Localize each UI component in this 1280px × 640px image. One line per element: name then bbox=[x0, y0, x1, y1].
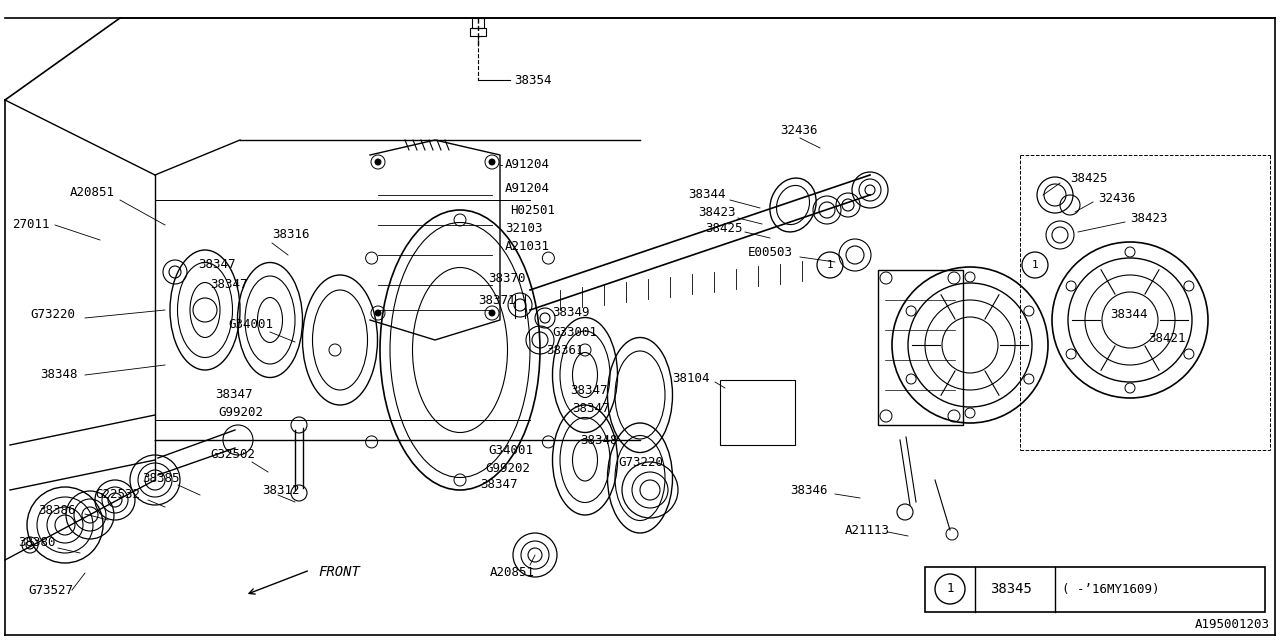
Text: 38370: 38370 bbox=[488, 271, 526, 285]
Text: 38348: 38348 bbox=[580, 433, 617, 447]
Text: A20851: A20851 bbox=[490, 566, 535, 579]
Bar bbox=[925, 567, 1265, 612]
Text: 38425: 38425 bbox=[705, 221, 742, 234]
Text: E00503: E00503 bbox=[748, 246, 794, 259]
Text: 38345: 38345 bbox=[989, 582, 1032, 596]
Text: G99202: G99202 bbox=[218, 406, 262, 419]
Bar bbox=[472, 18, 484, 28]
Circle shape bbox=[375, 310, 381, 316]
Text: 38425: 38425 bbox=[1070, 172, 1107, 184]
Text: G73220: G73220 bbox=[29, 308, 76, 321]
Text: G34001: G34001 bbox=[228, 319, 273, 332]
Text: 38347: 38347 bbox=[198, 259, 236, 271]
Text: 38346: 38346 bbox=[790, 483, 827, 497]
Text: 38386: 38386 bbox=[38, 504, 76, 516]
Text: 38349: 38349 bbox=[552, 305, 590, 319]
Text: G99202: G99202 bbox=[485, 461, 530, 474]
Text: 38312: 38312 bbox=[262, 483, 300, 497]
Text: FRONT: FRONT bbox=[317, 565, 360, 579]
Text: A195001203: A195001203 bbox=[1196, 618, 1270, 630]
Text: 38347: 38347 bbox=[480, 479, 517, 492]
Text: G32502: G32502 bbox=[210, 449, 255, 461]
Text: H02501: H02501 bbox=[509, 204, 556, 216]
Text: G22532: G22532 bbox=[95, 488, 140, 502]
Text: G73527: G73527 bbox=[28, 584, 73, 596]
Bar bbox=[470, 28, 486, 36]
Text: 38371: 38371 bbox=[477, 294, 516, 307]
Text: 1: 1 bbox=[946, 582, 954, 595]
Bar bbox=[719, 380, 795, 445]
Text: 38344: 38344 bbox=[1110, 308, 1147, 321]
Text: 32436: 32436 bbox=[780, 124, 818, 136]
Circle shape bbox=[489, 159, 495, 165]
Text: 38348: 38348 bbox=[40, 369, 78, 381]
Text: ( -’16MY1609): ( -’16MY1609) bbox=[1062, 582, 1160, 595]
Text: 1: 1 bbox=[827, 260, 833, 270]
Text: 38423: 38423 bbox=[1130, 211, 1167, 225]
Circle shape bbox=[375, 159, 381, 165]
Text: 38347: 38347 bbox=[210, 278, 247, 291]
Text: 38347: 38347 bbox=[572, 401, 609, 415]
Text: 27011: 27011 bbox=[12, 218, 50, 232]
Text: 32103: 32103 bbox=[506, 221, 543, 234]
Text: 38421: 38421 bbox=[1148, 332, 1185, 344]
Text: A91204: A91204 bbox=[506, 159, 550, 172]
Bar bbox=[878, 270, 963, 425]
Text: 38104: 38104 bbox=[672, 371, 709, 385]
Text: 38347: 38347 bbox=[215, 388, 252, 401]
Text: 38423: 38423 bbox=[698, 207, 736, 220]
Text: 38347: 38347 bbox=[570, 383, 608, 397]
Text: 38316: 38316 bbox=[273, 228, 310, 241]
Text: A21031: A21031 bbox=[506, 239, 550, 253]
Text: A20851: A20851 bbox=[70, 186, 115, 200]
Text: G73220: G73220 bbox=[618, 456, 663, 468]
Text: 32436: 32436 bbox=[1098, 191, 1135, 205]
Text: A21113: A21113 bbox=[845, 524, 890, 536]
Text: 38344: 38344 bbox=[689, 189, 726, 202]
Text: 38380: 38380 bbox=[18, 536, 55, 550]
Text: 38385: 38385 bbox=[142, 472, 179, 484]
Text: A91204: A91204 bbox=[506, 182, 550, 195]
Text: 38361: 38361 bbox=[547, 344, 584, 356]
Text: G34001: G34001 bbox=[488, 444, 532, 456]
Text: 1: 1 bbox=[1032, 260, 1038, 270]
Text: 38354: 38354 bbox=[515, 74, 552, 86]
Circle shape bbox=[489, 310, 495, 316]
Text: G33001: G33001 bbox=[552, 326, 596, 339]
